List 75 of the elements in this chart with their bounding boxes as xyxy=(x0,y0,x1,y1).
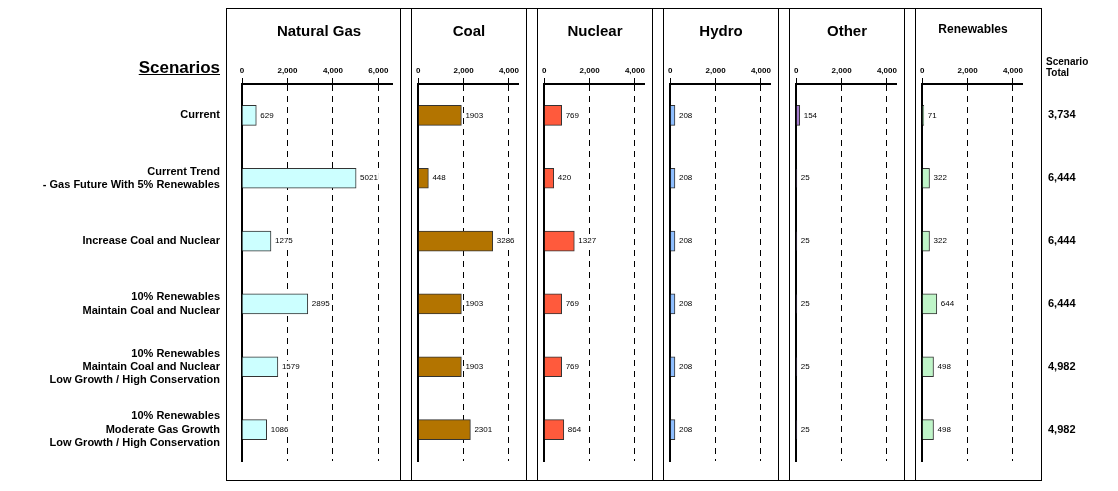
data-label: 420 xyxy=(557,173,572,183)
chart-title: Other xyxy=(826,22,868,39)
x-tick-label: 4,000 xyxy=(1002,66,1024,76)
text: 3,734 xyxy=(1048,108,1076,121)
chart-title: Hydro xyxy=(698,22,744,39)
x-tick-label: 0 xyxy=(794,66,799,76)
y-tick-label: 10% Renewables Maintain Coal and Nuclear Low Growth / High Conservation xyxy=(49,346,221,385)
x-tick-label: 0 xyxy=(542,66,547,76)
y-tick-label: Current xyxy=(180,108,221,121)
x-tick-label: 2,000 xyxy=(453,66,475,76)
y-tick-label: 10% Renewables Maintain Coal and Nuclear xyxy=(82,290,221,316)
data-label: 498 xyxy=(937,361,952,371)
chart-title: Renewables xyxy=(937,22,1009,36)
x-tick-label: 6,000 xyxy=(368,66,389,76)
x-tick-label: 2,000 xyxy=(277,66,299,76)
data-label: 864 xyxy=(567,424,582,434)
x-tick-label: 2,000 xyxy=(957,66,979,76)
chart-title: Nuclear xyxy=(566,22,624,39)
data-label: 208 xyxy=(678,173,693,183)
data-label: 1086 xyxy=(270,424,290,434)
data-label: 1903 xyxy=(465,361,484,371)
x-tick-label: 0 xyxy=(416,66,421,76)
y-axis-title: Scenarios xyxy=(138,58,220,78)
data-label: 2895 xyxy=(311,299,331,309)
data-label: 154 xyxy=(803,110,818,120)
x-tick-label: 4,000 xyxy=(498,66,520,76)
data-label: 1275 xyxy=(274,236,294,246)
x-tick-label: 2,000 xyxy=(579,66,601,76)
data-label: 208 xyxy=(678,110,693,120)
chart-title: Natural Gas xyxy=(275,22,363,39)
x-tick-label: 2,000 xyxy=(705,66,727,76)
data-label: 769 xyxy=(565,110,580,120)
data-label: 2301 xyxy=(474,424,493,434)
x-tick-label: 0 xyxy=(668,66,673,76)
data-label: 322 xyxy=(933,236,948,246)
data-label: 322 xyxy=(933,173,948,183)
data-label: 25 xyxy=(800,236,811,246)
x-tick-label: 2,000 xyxy=(831,66,853,76)
data-label: 25 xyxy=(800,173,811,183)
x-tick-label: 4,000 xyxy=(322,66,344,76)
x-tick-label: 4,000 xyxy=(624,66,646,76)
x-tick-label: 0 xyxy=(920,66,925,76)
data-label: 644 xyxy=(940,299,955,309)
text: 6,444 xyxy=(1048,171,1076,184)
text: Scenario Total xyxy=(1046,56,1090,78)
data-label: 208 xyxy=(678,299,693,309)
data-label: 208 xyxy=(678,236,693,246)
x-tick-label: 0 xyxy=(239,66,245,76)
text: 6,444 xyxy=(1048,296,1076,309)
y-tick-label: Current Trend - Gas Future With 5% Renewables xyxy=(42,164,220,190)
data-label: 71 xyxy=(927,110,938,120)
data-label: 25 xyxy=(800,299,811,309)
data-label: 208 xyxy=(678,361,693,371)
data-label: 25 xyxy=(800,361,811,371)
text: 4,982 xyxy=(1048,422,1076,435)
data-label: 769 xyxy=(565,299,580,309)
y-tick-label: Increase Coal and Nuclear xyxy=(82,234,221,247)
data-label: 1579 xyxy=(281,361,301,371)
data-label: 5021 xyxy=(360,173,379,183)
text: 4,982 xyxy=(1048,359,1076,372)
data-label: 498 xyxy=(937,424,952,434)
x-tick-label: 4,000 xyxy=(750,66,772,76)
data-label: 1903 xyxy=(465,110,484,120)
x-tick-label: 4,000 xyxy=(876,66,898,76)
chart-title: Coal xyxy=(451,22,487,39)
data-label: 448 xyxy=(432,173,447,183)
text: 6,444 xyxy=(1048,234,1076,247)
data-label: 629 xyxy=(260,110,275,120)
data-label: 25 xyxy=(800,424,811,434)
data-label: 1327 xyxy=(578,236,597,246)
y-tick-label: 10% Renewables Moderate Gas Growth Low Growth / High Conservation xyxy=(49,409,221,448)
data-label: 769 xyxy=(565,361,580,371)
data-label: 3286 xyxy=(496,236,516,246)
data-label: 208 xyxy=(678,424,693,434)
data-label: 1903 xyxy=(465,299,484,309)
